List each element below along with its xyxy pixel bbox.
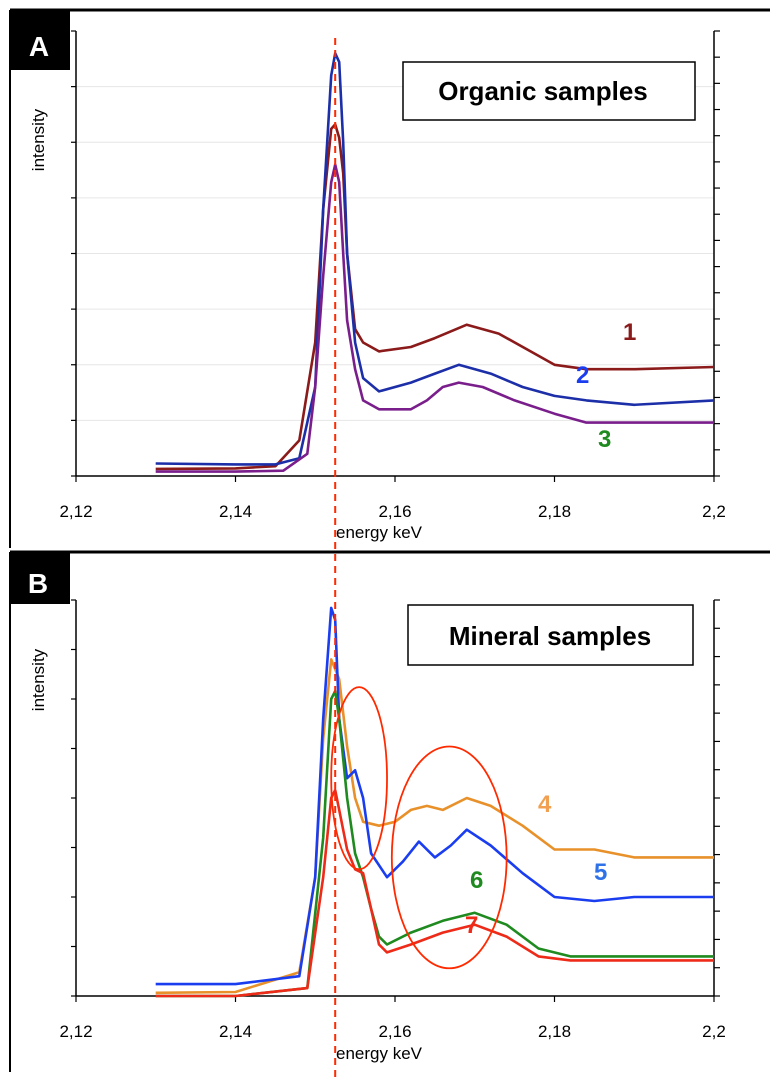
series-line-2	[155, 52, 715, 466]
curve-label-2: 2	[576, 362, 589, 389]
curve-label-5: 5	[594, 859, 607, 886]
x-tick-label: 2,12	[59, 1022, 92, 1041]
curve-label-7: 7	[465, 912, 478, 939]
series-line-3	[155, 163, 714, 473]
curve-label-3: 3	[598, 426, 611, 453]
series-line-5	[155, 606, 714, 986]
series-line-6	[155, 689, 714, 998]
x-tick-label: 2,18	[538, 1022, 571, 1041]
x-tick-label: 2,14	[219, 1022, 252, 1041]
panel-label: B	[28, 568, 48, 599]
x-tick-label: 2,14	[219, 502, 252, 521]
x-tick-label: 2,16	[378, 502, 411, 521]
panel-label-box	[10, 552, 70, 604]
x-tick-label: 2,2	[702, 1022, 726, 1041]
x-tick-label: 2,18	[538, 502, 571, 521]
title-box	[402, 61, 696, 121]
series-line-7	[155, 788, 714, 998]
curve-label-6: 6	[470, 867, 483, 894]
curve-label-4: 4	[538, 791, 552, 818]
highlight-ellipse	[390, 745, 508, 970]
series-line-4	[155, 658, 714, 995]
panel-label: A	[29, 31, 49, 62]
series-line-1	[155, 123, 715, 471]
x-tick-label: 2,2	[702, 502, 726, 521]
x-tick-label: 2,12	[59, 502, 92, 521]
x-axis-label: energy keV	[336, 1044, 423, 1063]
curve-label-1: 1	[623, 319, 636, 346]
y-axis-label: intensity	[29, 108, 48, 171]
y-axis-label: intensity	[29, 648, 48, 711]
highlight-ellipse	[330, 686, 388, 871]
chart-title: Mineral samples	[449, 621, 651, 651]
panel-label-box	[10, 10, 70, 70]
x-axis-label: energy keV	[336, 523, 423, 542]
x-tick-label: 2,16	[378, 1022, 411, 1041]
chart-title: Organic samples	[438, 76, 648, 106]
title-box	[407, 604, 694, 666]
